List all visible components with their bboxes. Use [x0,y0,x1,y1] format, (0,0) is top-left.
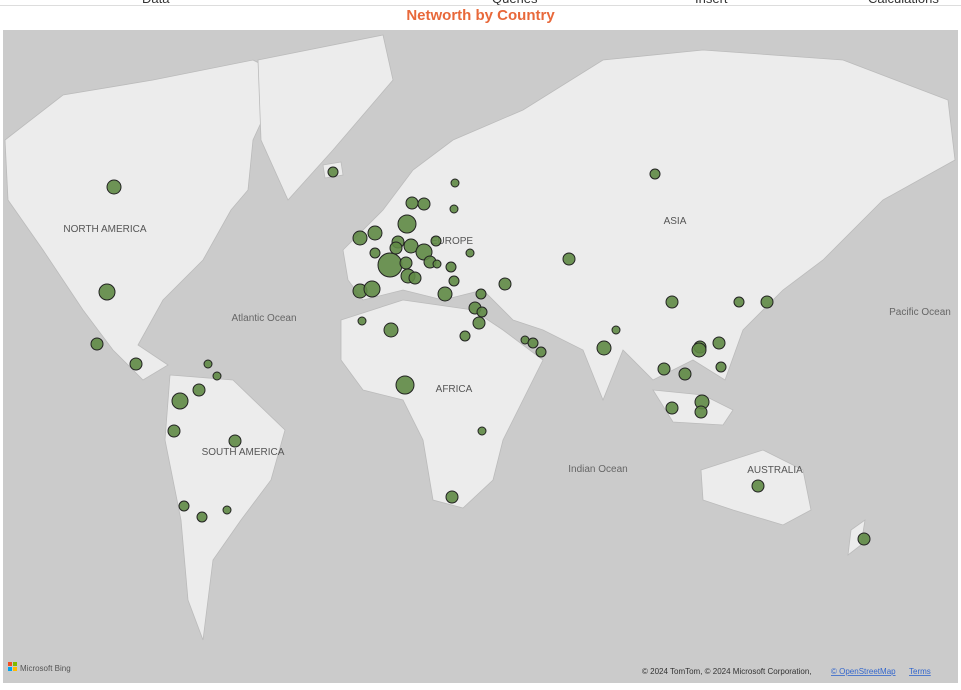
country-bubble[interactable] [90,337,104,351]
osm-link[interactable]: © OpenStreetMap [831,667,896,676]
country-bubble[interactable] [445,490,459,504]
chart-title: Networth by Country [406,7,555,24]
country-bubble[interactable] [596,340,612,356]
country-bubble[interactable] [222,505,232,515]
country-bubble[interactable] [129,357,143,371]
country-bubble[interactable] [167,424,181,438]
country-bubble[interactable] [369,247,381,259]
country-bubble[interactable] [196,511,208,523]
country-bubble[interactable] [437,286,453,302]
country-bubble[interactable] [475,288,487,300]
country-bubble[interactable] [192,383,206,397]
country-bubble[interactable] [715,361,727,373]
country-bubble[interactable] [476,306,488,318]
country-bubble[interactable] [395,375,415,395]
country-bubble[interactable] [389,241,403,255]
country-bubble[interactable] [449,204,459,214]
country-bubble[interactable] [498,277,512,291]
ocean-label: Pacific Ocean [889,307,951,318]
region-label: EUROPE [431,236,474,247]
country-bubble[interactable] [352,230,368,246]
divider [0,5,961,6]
country-bubble[interactable] [363,280,381,298]
country-bubble[interactable] [397,214,417,234]
map: NORTH AMERICA Atlantic Ocean SOUTH AMERI… [3,30,958,683]
country-bubble[interactable] [367,225,383,241]
tab[interactable]: Queries [492,0,538,6]
country-bubble[interactable] [405,196,419,210]
region-label: AUSTRALIA [747,465,803,476]
country-bubble[interactable] [649,168,661,180]
region-label: SOUTH AMERICA [202,447,285,458]
country-bubble[interactable] [691,342,707,358]
region-label: AFRICA [436,384,473,395]
region-label: NORTH AMERICA [63,224,146,235]
bubble-layer [90,166,871,546]
country-bubble[interactable] [448,275,460,287]
country-bubble[interactable] [665,401,679,415]
attribution: © 2024 TomTom, © 2024 Microsoft Corporat… [642,667,812,676]
region-label: ASIA [664,216,687,227]
ocean-label: Atlantic Ocean [231,313,296,324]
tab[interactable]: Data [142,0,169,6]
country-bubble[interactable] [98,283,116,301]
country-bubble[interactable] [857,532,871,546]
country-bubble[interactable] [751,479,765,493]
country-bubble[interactable] [450,178,460,188]
land [4,34,956,641]
country-bubble[interactable] [535,346,547,358]
tab[interactable]: Calculations [868,0,939,6]
country-bubble[interactable] [171,392,189,410]
tab[interactable]: Insert [695,0,728,6]
country-bubble[interactable] [106,179,122,195]
country-bubble[interactable] [377,252,403,278]
country-bubble[interactable] [733,296,745,308]
logo-text: Microsoft Bing [20,664,71,673]
country-bubble[interactable] [459,330,471,342]
country-bubble[interactable] [477,426,487,436]
country-bubble[interactable] [472,316,486,330]
logo-icon [8,662,12,666]
country-bubble[interactable] [178,500,190,512]
country-bubble[interactable] [760,295,774,309]
country-bubble[interactable] [712,336,726,350]
country-bubble[interactable] [562,252,576,266]
country-bubble[interactable] [432,259,442,269]
country-bubble[interactable] [228,434,242,448]
country-bubble[interactable] [417,197,431,211]
country-bubble[interactable] [694,405,708,419]
country-bubble[interactable] [408,271,422,285]
logo-icon [13,662,17,666]
country-bubble[interactable] [445,261,457,273]
country-bubble[interactable] [203,359,213,369]
logo-icon [8,667,12,671]
country-bubble[interactable] [383,322,399,338]
country-bubble[interactable] [327,166,339,178]
country-bubble[interactable] [430,235,442,247]
country-bubble[interactable] [527,337,539,349]
country-bubble[interactable] [611,325,621,335]
country-bubble[interactable] [399,256,413,270]
terms-link[interactable]: Terms [909,667,931,676]
ocean-label: Indian Ocean [568,464,628,475]
country-bubble[interactable] [357,316,367,326]
logo-icon [13,667,17,671]
country-bubble[interactable] [665,295,679,309]
country-bubble[interactable] [678,367,692,381]
country-bubble[interactable] [212,371,222,381]
country-bubble[interactable] [465,248,475,258]
country-bubble[interactable] [657,362,671,376]
